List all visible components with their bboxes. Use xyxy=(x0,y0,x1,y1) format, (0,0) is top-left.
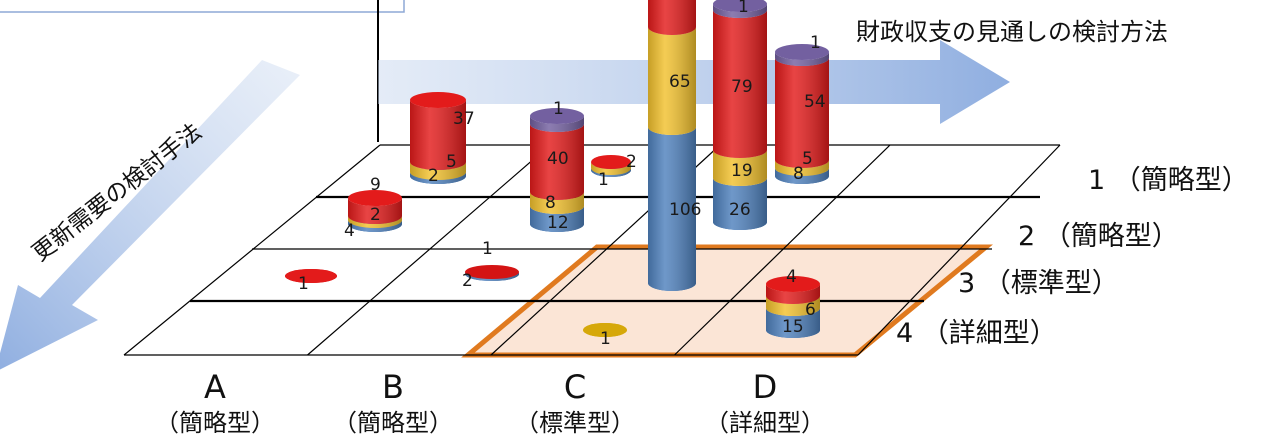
bar-segment-shade xyxy=(713,10,767,158)
bar-top xyxy=(713,0,767,12)
bar-value-label: 37 xyxy=(453,109,475,129)
grid-column-line xyxy=(857,144,1061,356)
bar-segment-shade xyxy=(766,296,820,316)
bar-value-label: 1 xyxy=(738,0,749,17)
bar-top xyxy=(285,269,337,283)
bar-value-label: 54 xyxy=(804,92,826,112)
bar-segment-shade xyxy=(713,4,767,18)
bar-top xyxy=(775,44,829,60)
bar-segment-shade xyxy=(348,198,402,224)
bar-segment-shade xyxy=(410,100,466,170)
bar-A-3: 1 xyxy=(285,269,337,294)
row-label: 2 （簡略型） xyxy=(1018,221,1179,252)
y-axis-arrow xyxy=(0,60,300,370)
bar-value-label: 1 xyxy=(553,99,564,119)
bar-D-1: 26 19 79 1 xyxy=(713,0,767,230)
bar-segment-shade xyxy=(713,150,767,186)
bar-top xyxy=(530,108,584,124)
bar-segment-shade xyxy=(766,284,820,304)
bar-top xyxy=(465,265,519,279)
bar-C-1: 128 40 1 xyxy=(530,99,584,233)
bar-value-label: 4 xyxy=(786,267,797,287)
bar-segment-shade xyxy=(348,220,402,232)
bar-value-label: 4 xyxy=(344,221,355,241)
grid-column-line xyxy=(123,144,381,356)
x-axis-title: 財政収支の見通しの検討方法 xyxy=(856,18,1168,46)
row-label: 1 （簡略型） xyxy=(1088,165,1249,196)
column-type: （簡略型） xyxy=(155,409,275,436)
bar-segment-shade xyxy=(410,162,466,180)
column-labels: A （簡略型） B （簡略型） C （標準型） D （詳細型） xyxy=(155,368,825,436)
bar-value-label: 15 xyxy=(782,317,804,337)
bar-segment-shade xyxy=(530,192,584,214)
legend-box-fragment xyxy=(0,0,405,13)
column-letter: C xyxy=(564,368,586,406)
row-labels: 1 （簡略型） 2 （簡略型） 3 （標準型） 4 （詳細型） xyxy=(896,165,1249,349)
bar-value-label: 5 xyxy=(446,152,457,172)
bar-value-label: 8 xyxy=(545,193,556,213)
bar-value-label: 2 xyxy=(428,166,439,186)
bar-value-label: 2 xyxy=(370,205,381,225)
bar-B-3: 21 xyxy=(462,239,519,291)
bar-segment-shade xyxy=(775,58,829,168)
bar-C-1: 12 xyxy=(591,152,637,190)
bar-value-label: 2 xyxy=(626,152,637,172)
column-letter: B xyxy=(382,368,404,406)
bar-segment-shade xyxy=(591,162,631,175)
bar-value-label: 79 xyxy=(731,77,753,97)
column-letter: D xyxy=(753,368,778,406)
bar-value-label: 12 xyxy=(547,213,569,233)
bar-segment-shade xyxy=(713,178,767,230)
bar-value-label: 1 xyxy=(598,170,609,190)
bar-value-label: 5 xyxy=(802,149,813,169)
bar-value-label: 106 xyxy=(669,200,701,220)
bar-segment-shade xyxy=(648,27,696,135)
bar-value-label: 40 xyxy=(547,149,569,169)
bar-segment-shade xyxy=(648,127,696,291)
bar-segment-shade xyxy=(591,168,631,177)
bar-value-label: 1 xyxy=(600,329,611,349)
bar-D-1: 106 65 xyxy=(648,0,701,291)
bar-A-2: 42 9 xyxy=(344,175,402,241)
bar-segment-shade xyxy=(530,206,584,232)
bar-segment-shade xyxy=(465,272,519,281)
bar-segment-shade xyxy=(766,308,820,338)
bar-value-label: 65 xyxy=(669,72,691,92)
bar-segment-shade xyxy=(348,216,402,228)
bar-value-label: 8 xyxy=(793,164,804,184)
bar-segment-shade xyxy=(648,0,696,35)
bar-value-label: 9 xyxy=(370,175,381,195)
column-type: （簡略型） xyxy=(333,409,453,436)
column-letter: A xyxy=(204,368,226,406)
bar-value-label: 6 xyxy=(805,300,816,320)
bar-segment-shade xyxy=(530,124,584,200)
column-type: （標準型） xyxy=(515,409,635,436)
grid-column-line xyxy=(674,144,891,356)
row-label: 3 （標準型） xyxy=(958,268,1119,299)
bar-B-1: 25 37 xyxy=(410,92,475,186)
bar-top xyxy=(591,155,631,169)
bar-top xyxy=(348,190,402,206)
bar-value-label: 1 xyxy=(298,274,309,294)
bar-top xyxy=(583,323,627,337)
bar-value-label: 1 xyxy=(810,33,821,53)
bar-value-label: 1 xyxy=(482,239,493,259)
bar-value-label: 2 xyxy=(462,271,473,291)
bar-value-label: 19 xyxy=(731,161,753,181)
grid-column-line xyxy=(307,144,551,356)
bar-D-1: 85 54 1 xyxy=(775,33,829,184)
bar-C-4: 1 xyxy=(583,323,627,349)
bar-top xyxy=(766,276,820,292)
bar-segment-shade xyxy=(410,172,466,184)
column-type: （詳細型） xyxy=(705,409,825,436)
bar-top xyxy=(410,92,466,108)
row-label: 4 （詳細型） xyxy=(896,318,1057,349)
bar-segment-shade xyxy=(775,52,829,66)
bar-value-label: 26 xyxy=(729,200,751,220)
